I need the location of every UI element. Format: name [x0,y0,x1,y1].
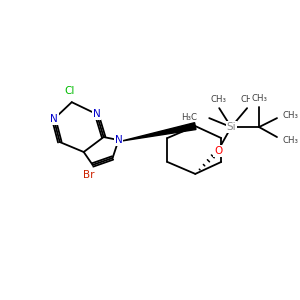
Text: N: N [115,135,122,145]
Polygon shape [122,123,196,141]
Text: Cl: Cl [64,86,75,96]
Text: O: O [214,146,222,156]
Text: CH₃: CH₃ [210,95,226,104]
Text: H₃C: H₃C [181,112,197,122]
Text: N: N [93,109,101,119]
Text: N: N [50,114,58,124]
Text: CH₃: CH₃ [283,136,299,145]
Text: CH₃: CH₃ [240,95,256,104]
Text: CH₃: CH₃ [251,94,267,103]
Text: CH₃: CH₃ [283,111,299,120]
Text: Br: Br [83,170,94,180]
Text: Si: Si [226,122,236,132]
